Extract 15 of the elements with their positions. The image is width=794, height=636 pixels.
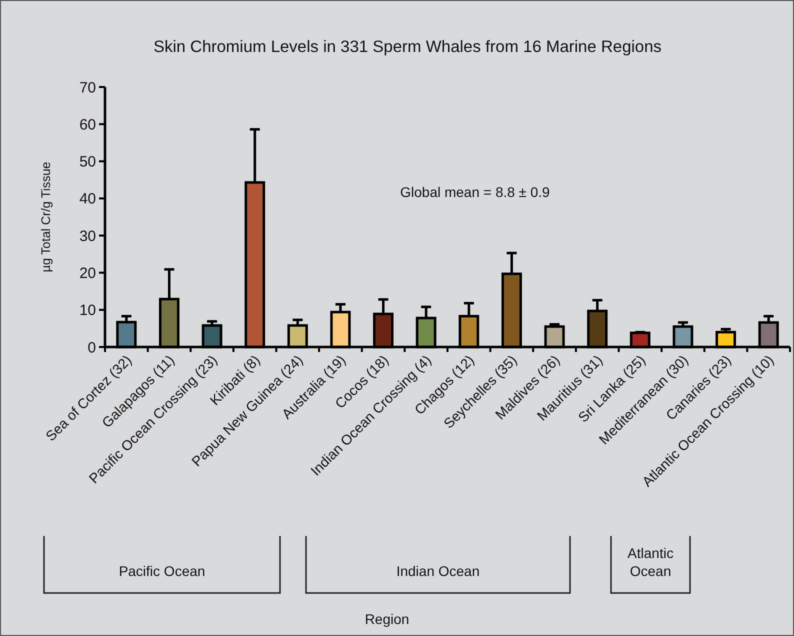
text: Indian Ocean bbox=[396, 563, 480, 579]
y-tick-label: 60 bbox=[79, 116, 96, 134]
y-axis-title: µg Total Cr/g Tissue bbox=[39, 162, 53, 272]
chart-title: Skin Chromium Levels in 331 Sperm Whales from 16 Marine Regions bbox=[153, 38, 662, 56]
y-tick-label: 40 bbox=[79, 190, 96, 208]
text: Region bbox=[364, 611, 410, 627]
y-tick-label: 50 bbox=[79, 154, 96, 171]
y-tick-label: 70 bbox=[79, 79, 96, 96]
text: Atlantic Ocean bbox=[628, 545, 674, 579]
y-tick-label: 20 bbox=[79, 264, 96, 282]
y-tick-label: 0 bbox=[88, 339, 96, 356]
y-tick-label: 10 bbox=[79, 302, 96, 320]
text: Pacific Ocean bbox=[118, 563, 206, 579]
annotation: Global mean = 8.8 ± 0.9 bbox=[400, 184, 550, 200]
y-tick-label: 30 bbox=[79, 228, 96, 245]
